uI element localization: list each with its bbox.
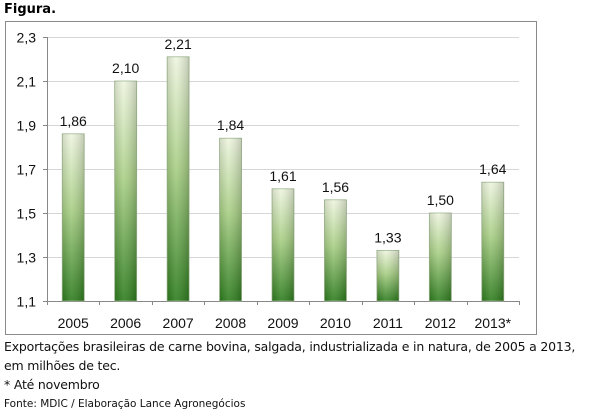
x-tick-label: 2009 — [267, 315, 298, 331]
bar-shade — [272, 188, 294, 301]
bar-shade — [219, 138, 242, 301]
bar-shade — [324, 199, 347, 301]
bar-shade — [481, 182, 504, 301]
x-tick-label: 2007 — [163, 315, 194, 331]
data-label: 2,10 — [112, 60, 139, 76]
y-tick-label: 2,1 — [17, 74, 37, 90]
y-tick-label: 1,1 — [17, 294, 37, 310]
data-label: 2,21 — [164, 36, 191, 52]
x-tick-label: 2005 — [58, 315, 89, 331]
x-tick-label: 2012 — [425, 315, 456, 331]
y-tick-label: 1,5 — [17, 206, 37, 222]
figure-label: Figura. — [4, 2, 57, 17]
data-label: 1,33 — [374, 229, 401, 245]
bar-shade — [114, 81, 137, 301]
data-label: 1,50 — [427, 192, 454, 208]
y-tick-label: 1,9 — [17, 118, 37, 134]
data-label: 1,86 — [60, 113, 87, 129]
x-tick-label: 2011 — [373, 315, 403, 331]
caption-line-1: Exportações brasileiras de carne bovina,… — [4, 339, 576, 354]
y-tick-label: 1,3 — [17, 250, 37, 266]
x-tick-label: 2006 — [110, 315, 141, 331]
bar-shade — [62, 133, 85, 301]
data-label: 1,64 — [479, 161, 506, 177]
data-label: 1,84 — [217, 117, 244, 133]
y-tick-label: 1,7 — [17, 162, 37, 178]
bar-shade — [429, 213, 452, 301]
source-note: Fonte: MDIC / Elaboração Lance Agronegóc… — [4, 398, 246, 410]
y-tick-label: 2,3 — [17, 30, 37, 46]
bar-shade — [376, 250, 399, 301]
x-tick-label: 2013* — [474, 315, 511, 331]
bar-shade — [167, 56, 190, 301]
caption-line-2: em milhões de tec. — [4, 358, 121, 373]
bar-chart: 1,1 1,3 1,5 1,7 1,9 2,1 2,3 1,86 2005 2,10 2006 2,2… — [5, 21, 537, 335]
x-tick-label: 2010 — [320, 315, 351, 331]
footnote: * Até novembro — [4, 377, 100, 392]
x-tick-label: 2008 — [215, 315, 246, 331]
data-label: 1,56 — [322, 179, 349, 195]
data-label: 1,61 — [269, 168, 296, 184]
